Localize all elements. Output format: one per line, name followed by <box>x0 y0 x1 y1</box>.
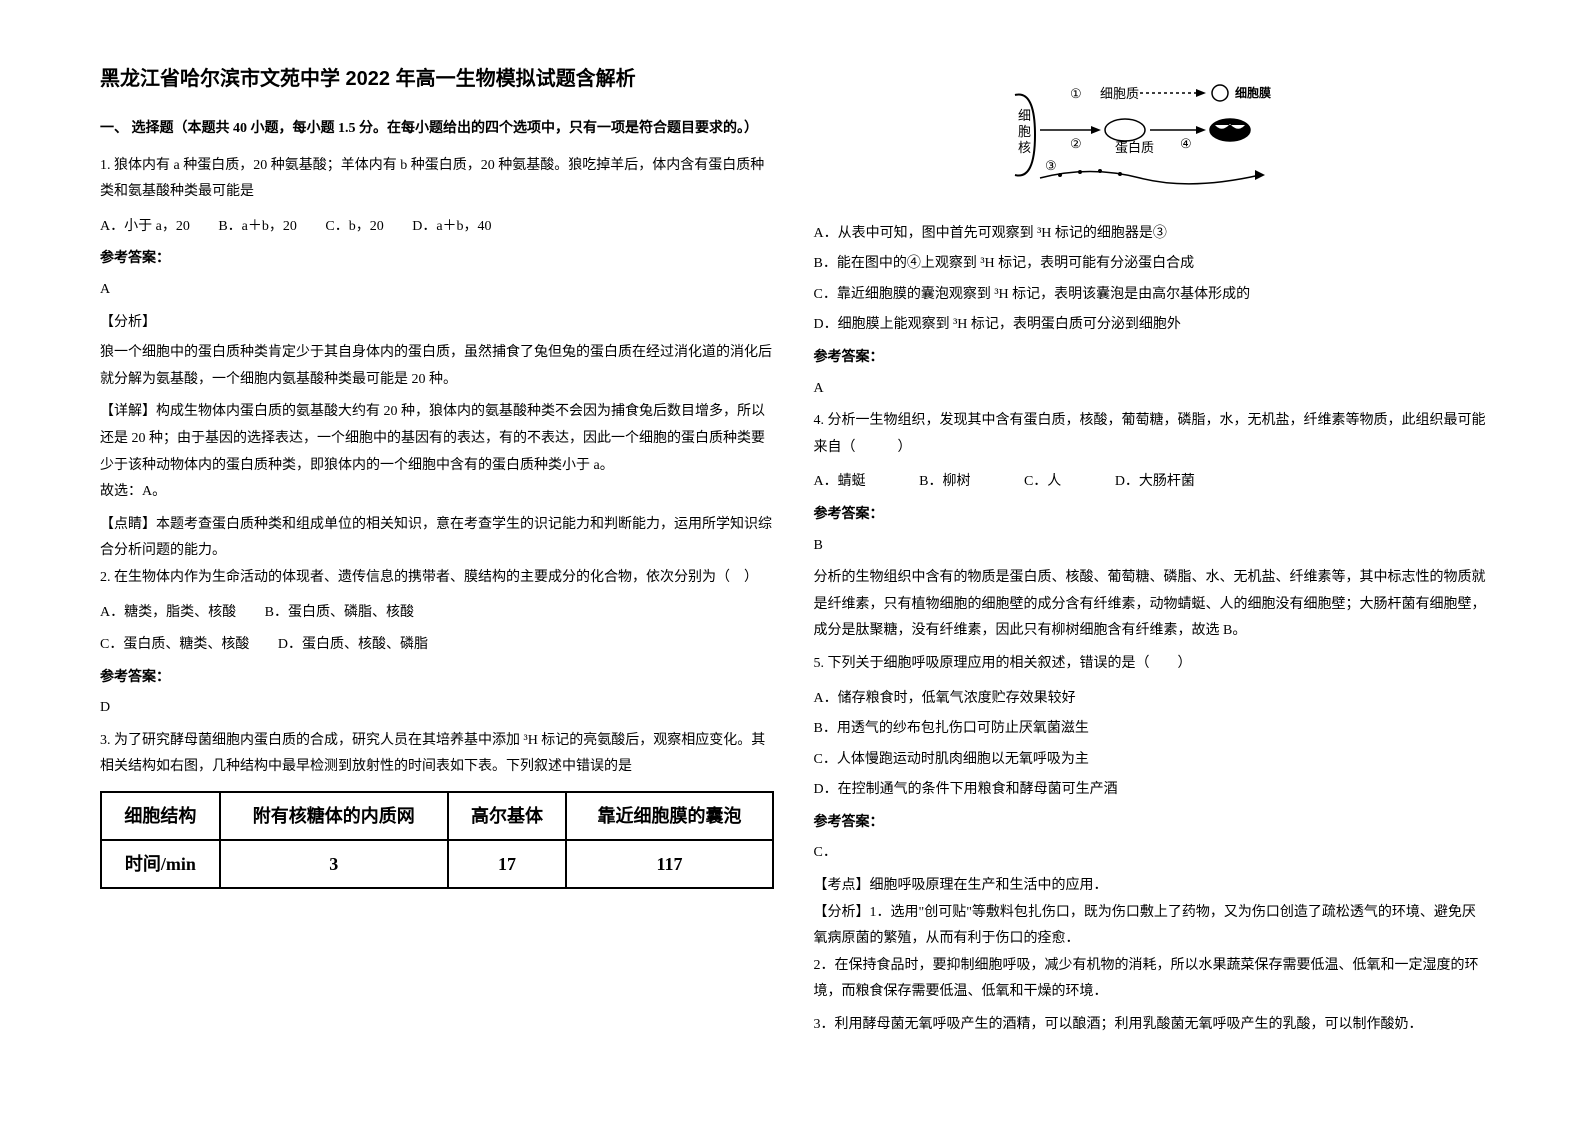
diagram-label-1: ① <box>1070 86 1082 101</box>
q5-opt-b: B．用透气的纱布包扎伤口可防止厌氧菌滋生 <box>814 716 1488 743</box>
q1-opt-b: B．a＋b，20 <box>218 214 297 241</box>
q3-diagram-container: 细 胞 核 ① 细胞质 细胞膜 ② 蛋白质 ④ ③ <box>814 70 1488 211</box>
q2-text: 2. 在生物体内作为生命活动的体现者、遗传信息的携带者、膜结构的主要成分的化合物… <box>100 565 774 592</box>
diagram-nucleus-l3: 核 <box>1018 140 1031 155</box>
q1-opt-a: A．小于 a，20 <box>100 214 190 241</box>
q5-point-label: 【考点】 <box>814 878 870 893</box>
q1-opt-d: D．a＋b，40 <box>412 214 491 241</box>
q1-options: A．小于 a，20 B．a＋b，20 C．b，20 D．a＋b，40 <box>100 214 774 241</box>
q4-opt-a: A．蜻蜓 <box>814 469 866 496</box>
q2-options-row2: C．蛋白质、糖类、核酸 D．蛋白质、核酸、磷脂 <box>100 632 774 659</box>
q4-opt-d: D．大肠杆菌 <box>1115 469 1195 496</box>
q1-detail-label: 【详解】 <box>100 404 156 419</box>
diagram-membrane: 细胞膜 <box>1235 85 1271 100</box>
cell-diagram: 细 胞 核 ① 细胞质 细胞膜 ② 蛋白质 ④ ③ <box>1010 70 1290 200</box>
q5-point: 【考点】细胞呼吸原理在生产和生活中的应用． <box>814 873 1488 900</box>
q3-opt-c: C．靠近细胞膜的囊泡观察到 ³H 标记，表明该囊泡是由高尔基体形成的 <box>814 282 1488 309</box>
q5-point-text: 细胞呼吸原理在生产和生活中的应用． <box>870 878 1108 893</box>
q2-opt-d: D．蛋白质、核酸、磷脂 <box>278 632 428 659</box>
q1-detail-text: 构成生物体内蛋白质的氨基酸大约有 20 种，狼体内的氨基酸种类不会因为捕食兔后数… <box>100 404 765 472</box>
q2-answer-label: 参考答案： <box>100 665 774 692</box>
q5-opt-c: C．人体慢跑运动时肌肉细胞以无氧呼吸为主 <box>814 747 1488 774</box>
diagram-nucleus-l2: 胞 <box>1018 124 1031 139</box>
table-v2: 117 <box>566 840 772 888</box>
q1-point-label: 【点睛】 <box>100 517 156 532</box>
q4-text: 4. 分析一生物组织，发现其中含有蛋白质，核酸，葡萄糖，磷脂，水，无机盐，纤维素… <box>814 408 1488 461</box>
q5-answer-label: 参考答案： <box>814 810 1488 837</box>
diagram-nucleus-l1: 细 <box>1018 108 1031 123</box>
diagram-label-3: ③ <box>1045 158 1057 173</box>
q1-opt-c: C．b，20 <box>325 214 383 241</box>
page-title: 黑龙江省哈尔滨市文苑中学 2022 年高一生物模拟试题含解析 <box>100 60 774 98</box>
table-h1: 附有核糖体的内质网 <box>220 792 448 840</box>
table-row-label: 时间/min <box>101 840 220 888</box>
table-h3: 靠近细胞膜的囊泡 <box>566 792 772 840</box>
q1-detail: 【详解】构成生物体内蛋白质的氨基酸大约有 20 种，狼体内的氨基酸种类不会因为捕… <box>100 399 774 479</box>
q1-answer-label: 参考答案： <box>100 246 774 273</box>
q1-point: 【点睛】本题考查蛋白质种类和组成单位的相关知识，意在考查学生的识记能力和判断能力… <box>100 512 774 565</box>
table-v1: 17 <box>448 840 567 888</box>
q2-options-row1: A．糖类，脂类、核酸 B．蛋白质、磷脂、核酸 <box>100 600 774 627</box>
table-v0: 3 <box>220 840 448 888</box>
q3-opt-d: D．细胞膜上能观察到 ³H 标记，表明蛋白质可分泌到细胞外 <box>814 312 1488 339</box>
q5-analysis-label: 【分析】 <box>814 905 870 920</box>
q2-answer: D <box>100 695 774 722</box>
q5-opt-d: D．在控制通气的条件下用粮食和酵母菌可生产酒 <box>814 777 1488 804</box>
q5-opt-a: A．储存粮食时，低氧气浓度贮存效果较好 <box>814 686 1488 713</box>
q5-analysis-3: 3．利用酵母菌无氧呼吸产生的酒精，可以酿酒；利用乳酸菌无氧呼吸产生的乳酸，可以制… <box>814 1012 1488 1039</box>
diagram-cytoplasm: 细胞质 <box>1100 86 1139 101</box>
q4-opt-b: B．柳树 <box>919 469 970 496</box>
q3-opt-a: A．从表中可知，图中首先可观察到 ³H 标记的细胞器是③ <box>814 221 1488 248</box>
table-data-row: 时间/min 3 17 117 <box>101 840 773 888</box>
section-header: 一、 选择题（本题共 40 小题，每小题 1.5 分。在每小题给出的四个选项中，… <box>100 116 774 143</box>
q3-opt-b: B．能在图中的④上观察到 ³H 标记，表明可能有分泌蛋白合成 <box>814 251 1488 278</box>
q2-opt-a: A．糖类，脂类、核酸 <box>100 600 236 627</box>
q4-options: A．蜻蜓 B．柳树 C．人 D．大肠杆菌 <box>814 469 1488 496</box>
q4-answer: B <box>814 533 1488 560</box>
diagram-label-2: ② <box>1070 136 1082 151</box>
q5-answer: C． <box>814 840 1488 867</box>
table-h2: 高尔基体 <box>448 792 567 840</box>
q3-text: 3. 为了研究酵母菌细胞内蛋白质的合成，研究人员在其培养基中添加 ³H 标记的亮… <box>100 728 774 781</box>
table-header-row: 细胞结构 附有核糖体的内质网 高尔基体 靠近细胞膜的囊泡 <box>101 792 773 840</box>
q1-text: 1. 狼体内有 a 种蛋白质，20 种氨基酸；羊体内有 b 种蛋白质，20 种氨… <box>100 153 774 206</box>
q4-analysis-text: 分析的生物组织中含有的物质是蛋白质、核酸、葡萄糖、磷脂、水、无机盐、纤维素等，其… <box>814 565 1488 645</box>
q5-analysis-2: 2．在保持食品时，要抑制细胞呼吸，减少有机物的消耗，所以水果蔬菜保存需要低温、低… <box>814 953 1488 1006</box>
q5-analysis-1: 1．选用"创可贴"等敷料包扎伤口，既为伤口敷上了药物，又为伤口创造了疏松透气的环… <box>814 905 1476 947</box>
q1-conclusion: 故选：A。 <box>100 479 774 506</box>
diagram-label-4: ④ <box>1180 136 1192 151</box>
q1-point-text: 本题考查蛋白质种类和组成单位的相关知识，意在考查学生的识记能力和判断能力，运用所… <box>100 517 772 559</box>
q2-opt-c: C．蛋白质、糖类、核酸 <box>100 632 249 659</box>
q3-table: 细胞结构 附有核糖体的内质网 高尔基体 靠近细胞膜的囊泡 时间/min 3 17… <box>100 791 774 889</box>
table-h0: 细胞结构 <box>101 792 220 840</box>
q2-opt-b: B．蛋白质、磷脂、核酸 <box>265 600 414 627</box>
q5-text: 5. 下列关于细胞呼吸原理应用的相关叙述，错误的是（ ） <box>814 651 1488 678</box>
q5-analysis: 【分析】1．选用"创可贴"等敷料包扎伤口，既为伤口敷上了药物，又为伤口创造了疏松… <box>814 900 1488 953</box>
q3-answer-label: 参考答案： <box>814 345 1488 372</box>
diagram-protein: 蛋白质 <box>1115 140 1154 155</box>
q4-answer-label: 参考答案： <box>814 502 1488 529</box>
q1-answer: A <box>100 277 774 304</box>
q3-answer: A <box>814 376 1488 403</box>
q4-opt-c: C．人 <box>1024 469 1061 496</box>
q1-analysis-label: 【分析】 <box>100 310 774 337</box>
q1-analysis-text: 狼一个细胞中的蛋白质种类肯定少于其自身体内的蛋白质，虽然捕食了兔但兔的蛋白质在经… <box>100 340 774 393</box>
